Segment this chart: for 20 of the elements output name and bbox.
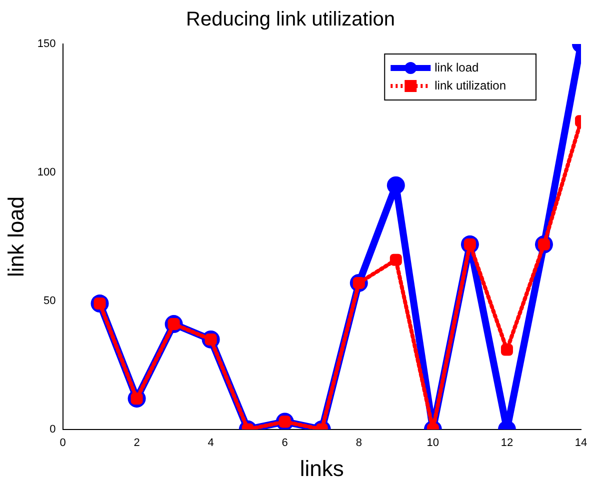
x-tick-label: 12 [500,437,514,450]
legend-label: link load [434,60,479,74]
legend-label: link utilization [434,78,506,92]
y-tick-label: 150 [37,38,56,50]
chart-title: Reducing link utilization [186,8,396,31]
y-tick-label: 100 [37,166,56,178]
x-tick-label: 14 [574,437,588,450]
y-tick-label: 50 [44,294,56,307]
x-axis-title: links [300,456,344,481]
point [390,254,402,266]
point [500,344,513,356]
x-tick-label: 6 [282,437,288,450]
y-axis-title: link load [3,196,28,278]
x-tick-label: 10 [426,437,440,450]
x-tick-label: 8 [356,437,362,450]
y-tick-label: 0 [50,423,56,436]
point [386,176,405,194]
x-tick-label: 4 [208,437,214,450]
x-tick-label: 0 [60,437,66,450]
x-tick-label: 2 [134,437,140,450]
